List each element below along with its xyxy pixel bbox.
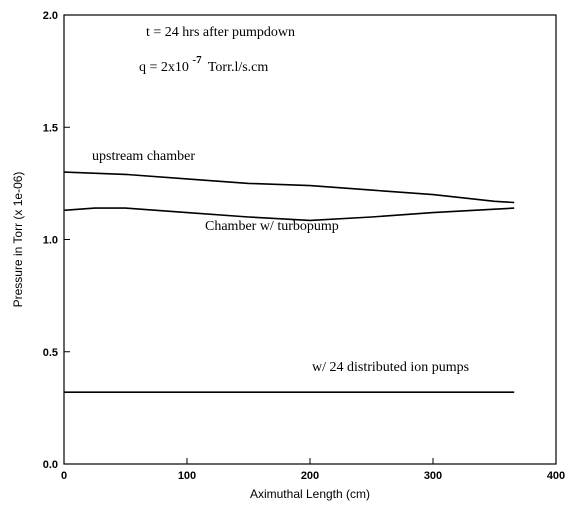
annotation-q-exponent: -7 [192,54,202,66]
annotation-q-suffix: Torr.l/s.cm [208,60,269,75]
series-label-upstream-chamber: upstream chamber [92,149,195,164]
x-tick-label: 0 [61,470,67,482]
series-group [63,171,515,393]
y-tick-label: 0.0 [43,459,58,471]
annotation-time: t = 24 hrs after pumpdown [146,25,295,40]
ticks: 0 100 200 300 400 0.0 0.5 1.0 1.5 2.0 [43,10,565,482]
y-tick-label: 2.0 [43,10,58,22]
plot-frame [63,14,557,465]
y-tick-label: 1.0 [43,235,58,247]
x-tick-label: 400 [547,470,565,482]
series-label-chamber-turbopump: Chamber w/ turbopump [205,219,339,234]
y-axis-title: Pressure in Torr (x 1e-06) [11,172,25,308]
series-line-chamber-turbopump [63,207,515,222]
series-label-ion-pumps: w/ 24 distributed ion pumps [312,360,469,375]
axes [63,14,557,465]
y-tick-label: 1.5 [43,122,58,134]
series-line-upstream-chamber [63,171,515,204]
x-tick-label: 300 [424,470,442,482]
x-tick-label: 100 [178,470,196,482]
x-tick-label: 200 [301,470,319,482]
annotation-q: q = 2x10 -7 Torr.l/s.cm [139,52,268,75]
annotation-q-prefix: q = 2x10 [139,60,189,75]
y-tick-label: 0.5 [43,347,58,359]
x-axis-title: Aximuthal Length (cm) [250,487,370,501]
